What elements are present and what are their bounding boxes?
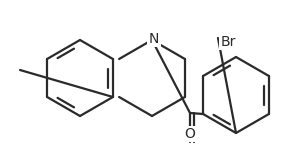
- Text: O: O: [185, 127, 196, 141]
- Text: Br: Br: [220, 35, 236, 49]
- Text: N: N: [149, 32, 159, 46]
